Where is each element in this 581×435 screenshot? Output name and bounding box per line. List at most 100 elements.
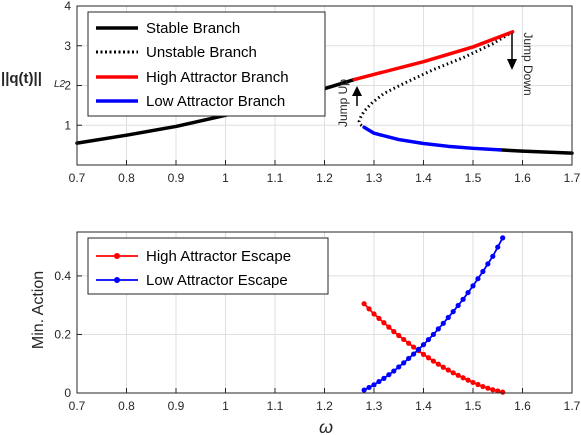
bottom-series-point bbox=[455, 302, 461, 309]
bottom-xtick-label: 1.7 bbox=[564, 399, 581, 413]
bottom-series-point bbox=[425, 355, 432, 361]
bottom-series-point bbox=[430, 331, 436, 338]
bottom-xtick-label: 1 bbox=[222, 399, 229, 413]
top-series-line-3 bbox=[352, 30, 515, 82]
jump-down-label: Jump Down bbox=[521, 32, 535, 95]
bottom-ytick-label: 0.4 bbox=[54, 269, 71, 283]
bottom-series-point bbox=[480, 383, 486, 390]
top-xtick-label: 0.8 bbox=[118, 171, 135, 185]
bottom-series-point bbox=[371, 382, 377, 388]
bottom-xtick-label: 0.7 bbox=[69, 399, 86, 413]
top-annotations: Jump Up Jump Down bbox=[336, 32, 535, 127]
bottom-series-point bbox=[485, 385, 491, 391]
bottom-series-point bbox=[381, 320, 387, 326]
bottom-series-point bbox=[415, 346, 422, 352]
bottom-xlabel: ω bbox=[319, 417, 333, 435]
bottom-series-point bbox=[406, 355, 412, 362]
bottom-xtick-label: 1.4 bbox=[415, 399, 432, 413]
bottom-series-point bbox=[411, 344, 417, 350]
bottom-xtick-label: 1.3 bbox=[366, 399, 383, 413]
bottom-series-point bbox=[420, 351, 427, 357]
bottom-ylabel: Min. Action bbox=[30, 271, 47, 349]
top-legend: Stable Branch Unstable Branch High Attra… bbox=[87, 11, 326, 117]
top-ytick-label: 1 bbox=[64, 118, 71, 132]
bottom-series-point bbox=[500, 235, 506, 241]
bottom-legend: High Attractor Escape Low Attractor Esca… bbox=[87, 237, 329, 295]
bottom-series-point bbox=[401, 336, 407, 343]
bottom-series-point bbox=[490, 387, 496, 393]
top-xtick-label: 1.3 bbox=[366, 171, 383, 185]
bottom-ticks: 0.7 0.8 0.9 1 1.1 1.2 1.3 1.4 1.5 1.6 1.7 0 0.2 0.4 bbox=[54, 269, 580, 413]
bottom-series-point bbox=[480, 268, 486, 275]
bottom-series-point bbox=[455, 372, 461, 378]
top-xtick-label: 1.4 bbox=[415, 171, 432, 185]
bottom-xtick-label: 0.8 bbox=[118, 399, 135, 413]
bottom-ytick-label: 0 bbox=[64, 386, 71, 400]
bottom-series-point bbox=[470, 283, 476, 289]
bottom-series-point bbox=[371, 311, 377, 317]
bottom-series-point bbox=[490, 253, 496, 259]
bottom-series-line-1 bbox=[363, 236, 504, 391]
bottom-series-point bbox=[430, 358, 436, 364]
top-ytick-label: 3 bbox=[64, 39, 71, 53]
bottom-series-point bbox=[401, 360, 407, 366]
bottom-series-point bbox=[485, 261, 491, 267]
top-xtick-label: 1.5 bbox=[465, 171, 482, 185]
bottom-series-point bbox=[495, 244, 501, 250]
bottom-series-point bbox=[460, 296, 466, 302]
bottom-series-point bbox=[460, 375, 466, 381]
top-panel: Jump Up Jump Down 0.7 0.8 0.9 1 1.1 1.2 1.3 1.4… bbox=[1, 0, 581, 185]
bottom-series-point bbox=[376, 315, 382, 321]
top-xtick-label: 0.9 bbox=[168, 171, 185, 185]
bottom-series-point bbox=[366, 384, 372, 391]
bottom-series-point bbox=[366, 306, 372, 312]
bottom-series-point bbox=[495, 388, 501, 394]
bottom-series-point bbox=[450, 309, 456, 315]
bottom-series-point bbox=[440, 364, 446, 370]
legend-marker-low-escape bbox=[114, 277, 120, 283]
bottom-xtick-label: 1.5 bbox=[465, 399, 482, 413]
bottom-series-point bbox=[465, 289, 471, 296]
bottom-series-point bbox=[386, 372, 392, 378]
bottom-series-point bbox=[435, 361, 441, 367]
bottom-series-point bbox=[420, 342, 427, 348]
top-series-line-2 bbox=[357, 30, 514, 129]
bottom-series-point bbox=[376, 378, 382, 385]
top-xtick-label: 1.1 bbox=[267, 171, 284, 185]
bottom-series-point bbox=[361, 387, 367, 393]
jump-up-label: Jump Up bbox=[336, 79, 350, 127]
bottom-series-point bbox=[475, 276, 481, 282]
top-ylabel: ||q(t)|| L2 bbox=[1, 70, 66, 90]
top-ytick-label: 2 bbox=[64, 79, 71, 93]
legend-label-stable: Stable Branch bbox=[146, 20, 240, 37]
top-xtick-label: 1.6 bbox=[514, 171, 531, 185]
legend-label-high: High Attractor Branch bbox=[146, 69, 289, 86]
bottom-series-point bbox=[411, 351, 417, 357]
bottom-series-point bbox=[396, 364, 402, 370]
jump-down-arrow bbox=[507, 33, 517, 70]
top-ticks: 0.7 0.8 0.9 1 1.1 1.2 1.3 1.4 1.5 1.6 1.7 1 2 3 4 bbox=[64, 0, 580, 185]
top-series-line-4 bbox=[362, 125, 502, 152]
legend-label-high-escape: High Attractor Escape bbox=[146, 248, 291, 265]
legend-label-unstable: Unstable Branch bbox=[146, 44, 257, 61]
legend-label-low-escape: Low Attractor Escape bbox=[146, 272, 288, 289]
bottom-xtick-label: 0.9 bbox=[168, 399, 185, 413]
bottom-series-point bbox=[440, 320, 446, 326]
bottom-series bbox=[361, 235, 506, 395]
top-ylabel-main: ||q(t)|| bbox=[1, 70, 42, 87]
bottom-series-point bbox=[386, 324, 392, 330]
bottom-series-point bbox=[475, 381, 481, 388]
bottom-series-point bbox=[500, 389, 506, 395]
top-xtick-label: 0.7 bbox=[69, 171, 86, 185]
top-ytick-label: 4 bbox=[64, 0, 71, 13]
bottom-series-point bbox=[391, 328, 397, 335]
bottom-series-point bbox=[406, 340, 412, 346]
bottom-series-point bbox=[381, 375, 387, 381]
bottom-series-point bbox=[445, 367, 451, 373]
bottom-legend-box bbox=[87, 237, 329, 295]
bottom-xtick-label: 1.6 bbox=[514, 399, 531, 413]
bottom-panel: 0.7 0.8 0.9 1 1.1 1.2 1.3 1.4 1.5 1.6 1.7 0 0.2 0.4 M… bbox=[30, 231, 581, 435]
bottom-series-point bbox=[435, 326, 441, 332]
jump-up-arrow bbox=[352, 86, 362, 106]
bottom-xtick-label: 1.2 bbox=[316, 399, 333, 413]
